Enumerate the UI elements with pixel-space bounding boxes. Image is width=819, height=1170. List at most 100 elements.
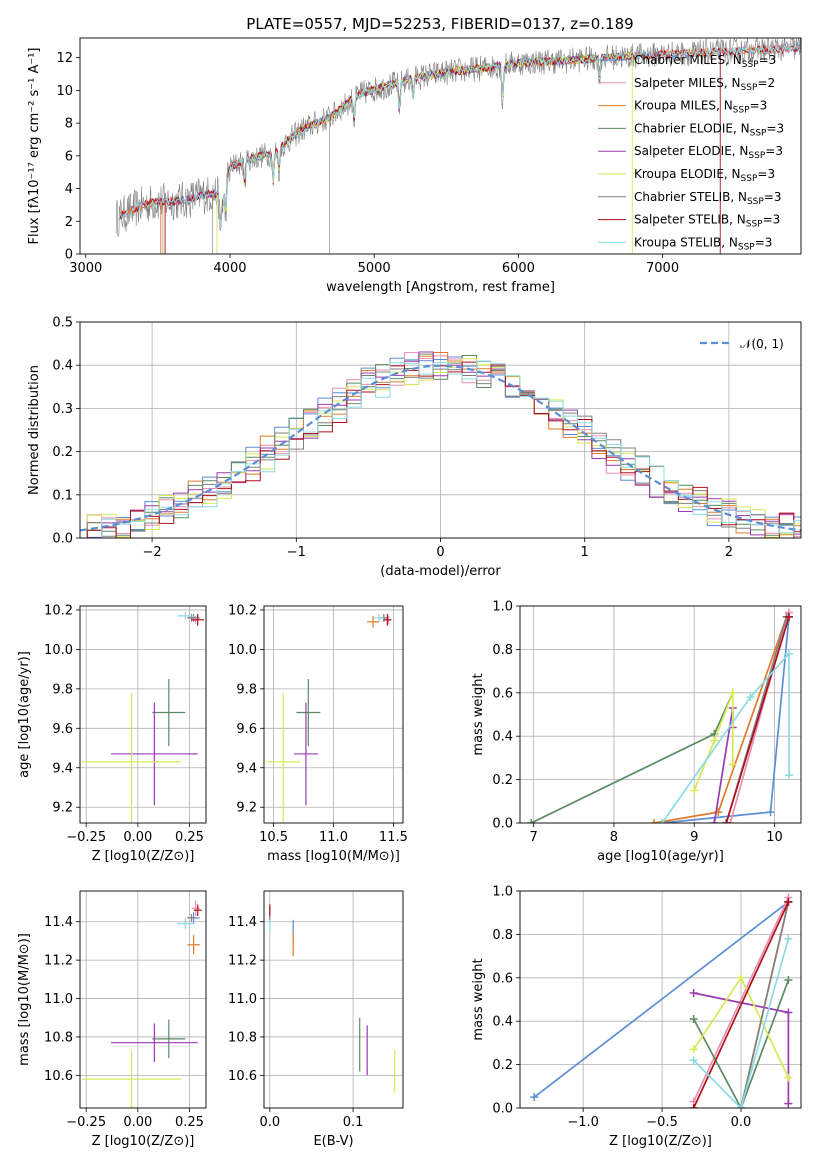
plot-frame bbox=[79, 890, 207, 1109]
series-line bbox=[661, 651, 790, 823]
legend-label: Kroupa ELODIE, NSSP=3 bbox=[634, 167, 775, 184]
x-tick-label: 7000 bbox=[646, 261, 679, 276]
x-axis-label: Z [log10(Z/Z⊙)] bbox=[92, 1134, 195, 1149]
x-tick-label: 2 bbox=[725, 545, 733, 560]
legend-label: Chabrier MILES, NSSP=3 bbox=[634, 53, 776, 70]
legend-nssp-prefix: , N bbox=[729, 213, 746, 227]
x-tick-label: 9 bbox=[690, 830, 698, 845]
series-line bbox=[533, 901, 789, 1098]
histogram-step-line bbox=[80, 360, 801, 538]
y-tick-label: 0.2 bbox=[492, 773, 513, 788]
spectrum-model-line bbox=[168, 52, 633, 224]
y-tick-label: 9.2 bbox=[236, 801, 257, 816]
data-point bbox=[784, 934, 793, 943]
x-tick-label: 0.00 bbox=[123, 830, 152, 845]
y-axis-label: age [log10(age/yr)] bbox=[17, 651, 32, 778]
plot-frame bbox=[263, 605, 404, 824]
series-line bbox=[530, 692, 734, 823]
legend-label: Kroupa MILES, NSSP=3 bbox=[634, 99, 767, 116]
legend-nssp-value: =3 bbox=[764, 190, 782, 204]
data-point bbox=[689, 1015, 698, 1024]
y-axis-label: mass [log10(M/M⊙)] bbox=[17, 933, 32, 1066]
x-axis-label: mass [log10(M/M⊙)] bbox=[267, 849, 400, 864]
histogram-step-line bbox=[80, 351, 801, 538]
legend-nssp-sub: SSP bbox=[741, 174, 758, 184]
y-tick-label: 0.4 bbox=[492, 1015, 513, 1030]
x-tick-label: −0.5 bbox=[646, 1115, 678, 1130]
y-tick-label: 9.4 bbox=[52, 761, 73, 776]
y-tick-label: 0.5 bbox=[52, 316, 73, 331]
x-axis-label: Z [log10(Z/Z⊙)] bbox=[92, 849, 195, 864]
y-tick-label: 9.4 bbox=[236, 761, 257, 776]
panel-mass-vs-EBV bbox=[260, 891, 403, 1112]
x-tick-label: 1 bbox=[581, 545, 589, 560]
histogram-step-line bbox=[80, 353, 801, 538]
chart-title: PLATE=0557, MJD=52253, FIBERID=0137, z=0… bbox=[246, 15, 633, 33]
y-tick-label: 0.4 bbox=[492, 730, 513, 745]
y-axis-label: mass weight bbox=[471, 673, 486, 755]
y-tick-label: 2 bbox=[65, 215, 73, 230]
x-tick-label: 0.25 bbox=[175, 1115, 204, 1130]
x-tick-label: −1 bbox=[287, 545, 306, 560]
legend-nssp-value: =3 bbox=[759, 53, 777, 67]
panel-age-vs-mass bbox=[260, 606, 403, 827]
data-point bbox=[722, 819, 731, 823]
data-point bbox=[530, 1093, 539, 1102]
legend-label: Chabrier ELODIE, NSSP=3 bbox=[634, 121, 784, 138]
x-tick-label: 3000 bbox=[69, 261, 102, 276]
y-tick-label: 10.2 bbox=[228, 603, 257, 618]
y-tick-label: 4 bbox=[65, 182, 73, 197]
plot-area bbox=[115, 38, 801, 254]
x-tick-label: 0 bbox=[436, 545, 444, 560]
data-point bbox=[784, 771, 793, 780]
y-axis-label: Normed distribution bbox=[27, 365, 42, 495]
histogram-step-line bbox=[80, 365, 801, 538]
x-axis-label: Z [log10(Z/Z⊙)] bbox=[609, 1134, 712, 1149]
y-tick-label: 9.8 bbox=[236, 682, 257, 697]
y-tick-label: 0 bbox=[65, 248, 73, 263]
legend-label: Salpeter ELODIE, NSSP=3 bbox=[634, 144, 783, 161]
spectrum-model-line bbox=[168, 52, 633, 231]
y-tick-label: 6 bbox=[65, 149, 73, 164]
panel-mass-vs-Z bbox=[76, 891, 206, 1112]
legend-nssp-prefix: , N bbox=[733, 121, 750, 135]
data-point bbox=[766, 808, 775, 817]
histogram-step-line bbox=[80, 352, 801, 538]
legend-name: Salpeter ELODIE bbox=[634, 144, 732, 158]
series-line bbox=[725, 616, 790, 823]
y-tick-label: 0.1 bbox=[52, 488, 73, 503]
y-tick-label: 12 bbox=[56, 51, 73, 66]
y-tick-label: 0.6 bbox=[492, 971, 513, 986]
y-tick-label: 9.2 bbox=[52, 801, 73, 816]
x-axis-label: age [log10(age/yr)] bbox=[597, 849, 724, 864]
y-tick-label: 1.0 bbox=[492, 885, 513, 900]
series-line bbox=[693, 692, 734, 791]
x-tick-label: 6000 bbox=[502, 261, 535, 276]
x-tick-label: 10 bbox=[766, 830, 783, 845]
legend-nssp-value: =3 bbox=[750, 99, 768, 113]
x-tick-label: 0.25 bbox=[175, 830, 204, 845]
y-tick-label: 10.0 bbox=[44, 643, 73, 658]
legend-nssp-sub: SSP bbox=[747, 197, 764, 207]
legend-nssp-sub: SSP bbox=[742, 60, 759, 70]
legend-nssp-prefix: , N bbox=[730, 190, 747, 204]
data-point bbox=[689, 1056, 698, 1065]
plot-frame bbox=[79, 321, 802, 539]
legend-nssp-prefix: , N bbox=[732, 144, 749, 158]
legend-name: Chabrier ELODIE bbox=[634, 121, 733, 135]
data-point bbox=[728, 760, 737, 769]
legend-nssp-value: =2 bbox=[757, 76, 775, 90]
y-tick-label: 9.8 bbox=[52, 682, 73, 697]
y-tick-label: 11.0 bbox=[228, 992, 257, 1007]
legend-nssp-prefix: , N bbox=[721, 235, 738, 249]
legend-name: Kroupa ELODIE bbox=[634, 167, 724, 181]
data-point bbox=[689, 1045, 698, 1054]
legend-nssp-sub: SSP bbox=[746, 220, 763, 230]
series-line bbox=[740, 901, 790, 1108]
data-point bbox=[784, 975, 793, 984]
y-axis-label: mass weight bbox=[471, 958, 486, 1040]
legend-nssp-sub: SSP bbox=[738, 242, 755, 252]
legend-nssp-sub: SSP bbox=[733, 106, 750, 116]
x-tick-label: 0.0 bbox=[731, 1115, 752, 1130]
legend-nssp-sub: SSP bbox=[741, 83, 758, 93]
